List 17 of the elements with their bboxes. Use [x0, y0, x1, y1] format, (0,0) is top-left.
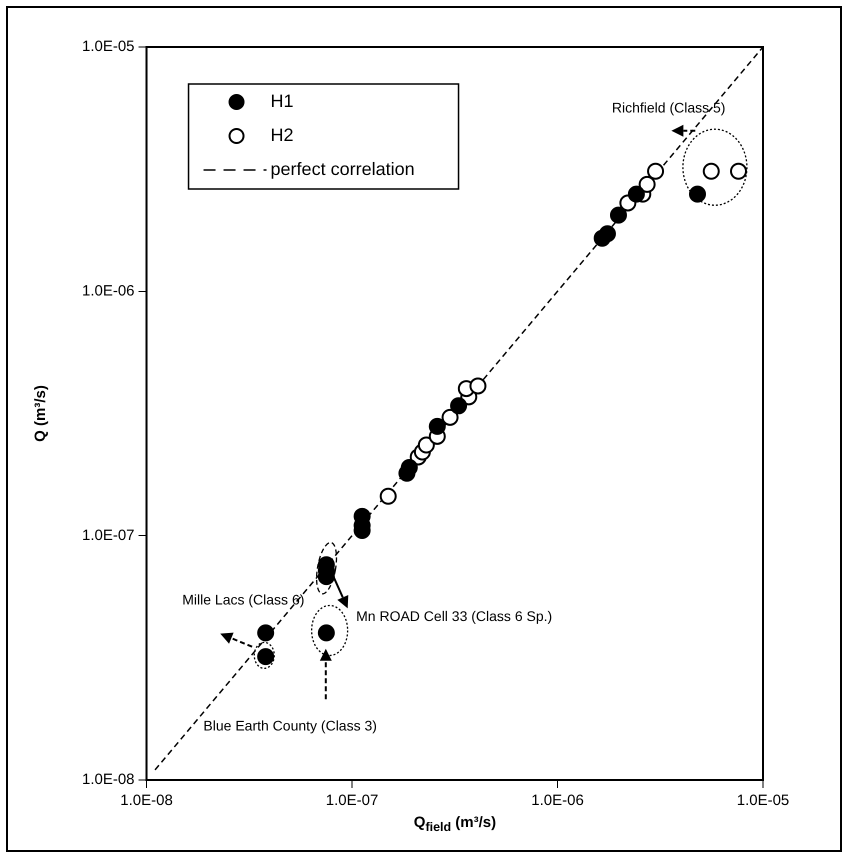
annotation: Blue Earth County (Class 3): [203, 717, 377, 734]
y-tick-label: 1.0E-05: [82, 38, 135, 56]
x-tick-label: 1.0E-05: [736, 792, 790, 810]
y-tick-label: 1.0E-06: [82, 282, 135, 300]
x-tick-label: 1.0E-08: [120, 792, 173, 810]
x-tick-label: 1.0E-06: [531, 792, 584, 810]
annotation: Richfield (Class 5): [612, 99, 726, 116]
legend-label: perfect correlation: [270, 158, 415, 179]
legend-label: H2: [270, 124, 294, 145]
y-axis-title: Q (m³/s): [31, 385, 48, 442]
y-tick-label: 1.0E-07: [82, 526, 135, 544]
y-tick-label: 1.0E-08: [82, 771, 135, 788]
legend-label: H1: [270, 90, 294, 111]
annotation: Mn ROAD Cell 33 (Class 6 Sp.): [356, 608, 552, 624]
annotation: Mille Lacs (Class 6): [182, 591, 304, 608]
x-axis-title: Q$_{field}$ (m³/s): [414, 814, 496, 834]
x-tick-label: 1.0E-07: [326, 792, 378, 810]
